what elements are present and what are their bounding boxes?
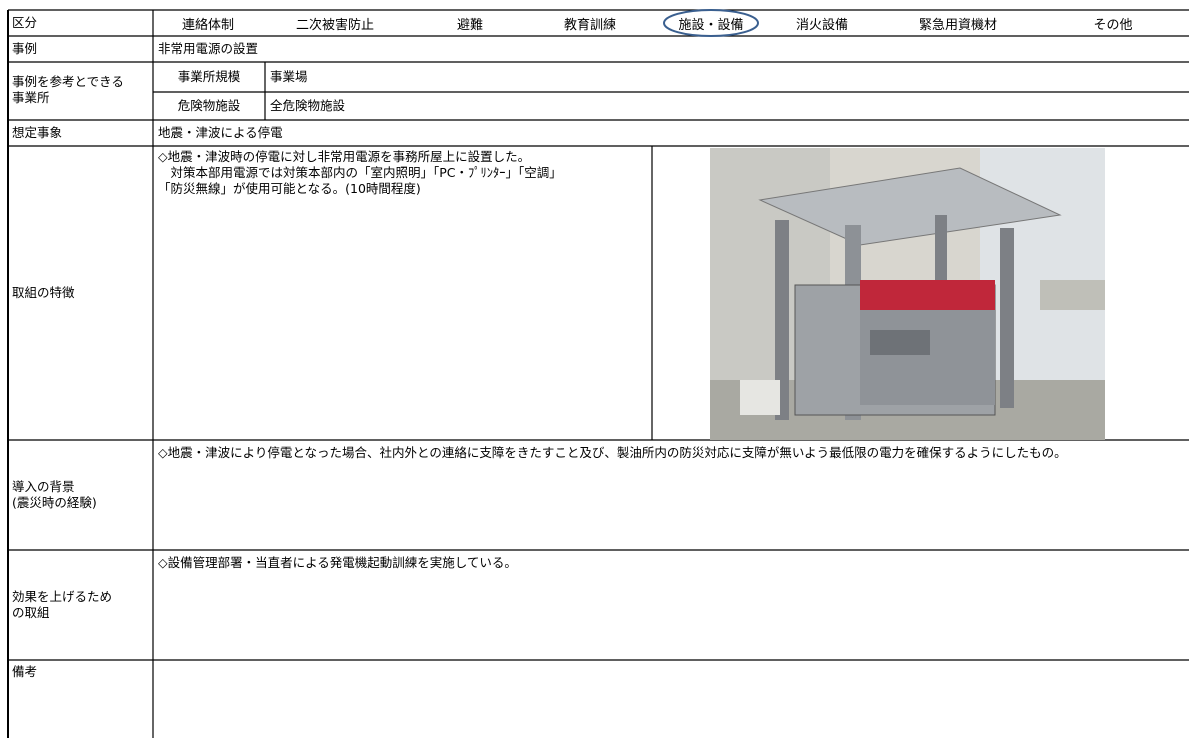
reference-row-label: 危険物施設: [177, 98, 241, 113]
category: 連絡体制: [181, 18, 235, 33]
selection-circle: [663, 9, 759, 37]
reference-row-value: 全危険物施設: [270, 98, 346, 113]
category: 二次被害防止: [295, 18, 375, 33]
remarks-label: 備考: [12, 664, 38, 679]
photo: [710, 148, 1105, 440]
features-label: 取組の特徴: [12, 285, 75, 300]
background-label: 導入の背景 (震災時の経験): [12, 479, 97, 510]
scenario-label: 想定事象: [12, 125, 63, 140]
case-label: 事例: [12, 41, 38, 56]
scenario-value: 地震・津波による停電: [158, 125, 283, 140]
category: 消火設備: [795, 18, 849, 33]
category: 緊急用資機材: [918, 18, 998, 33]
reference-row-value: 事業場: [270, 69, 308, 84]
category: 施設・設備: [678, 18, 744, 33]
category: 教育訓練: [563, 18, 617, 33]
category: その他: [1093, 18, 1133, 33]
background-text: ◇地震・津波により停電となった場合、社内外との連絡に支障をきたすこと及び、製油所…: [158, 445, 1067, 460]
effect-label: 効果を上げるため の取組: [12, 589, 113, 620]
reference-row-label: 事業所規模: [177, 69, 241, 84]
case-value: 非常用電源の設置: [158, 41, 259, 56]
effect-text: ◇設備管理部署・当直者による発電機起動訓練を実施している。: [158, 555, 517, 570]
category: 避難: [456, 18, 484, 33]
reference-label: 事例を参考とできる 事業所: [12, 74, 124, 105]
features-text: ◇地震・津波時の停電に対し非常用電源を事務所屋上に設置した。 対策本部用電源では…: [158, 149, 562, 196]
header-label: 区分: [12, 15, 38, 30]
